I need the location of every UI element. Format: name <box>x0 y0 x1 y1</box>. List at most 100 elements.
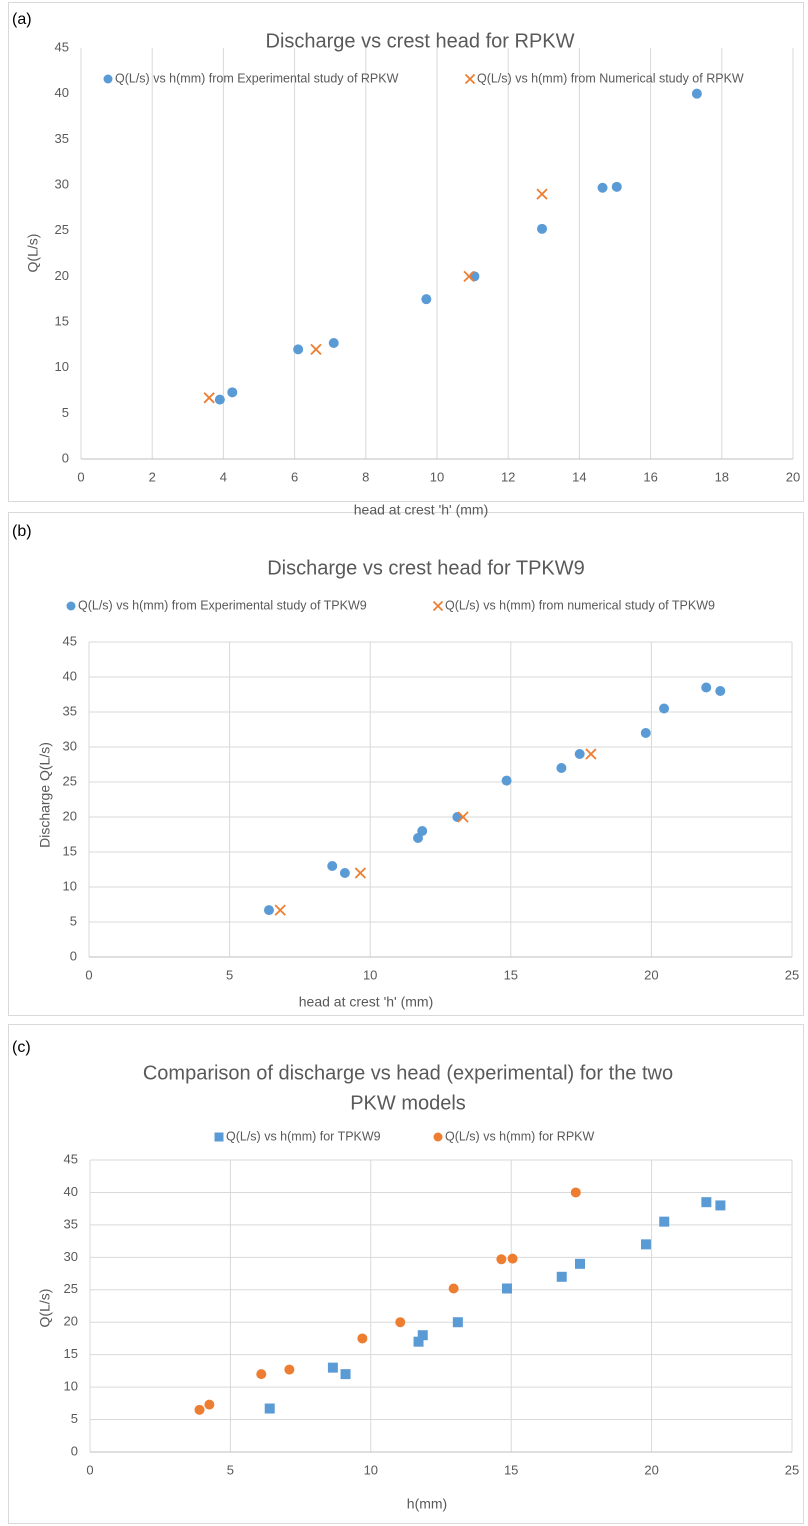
chart3-y-tick-label: 30 <box>64 1249 78 1264</box>
chart2-x-tick-label: 20 <box>644 967 658 982</box>
chart1-series2-point-stroke <box>203 392 215 404</box>
chart3-series2-point <box>570 1187 581 1198</box>
chart3-series1-point <box>452 1317 463 1328</box>
chart3-y-tick-label: 5 <box>71 1411 78 1426</box>
chart1-y-tick-label: 5 <box>62 405 69 420</box>
chart2-series1-point <box>574 749 585 759</box>
chart1-y-tick-label: 10 <box>55 359 69 374</box>
chart3-series1-point <box>327 1362 338 1373</box>
chart2-y-tick-label: 5 <box>70 913 77 928</box>
chart2-legend-marker-2 <box>432 600 444 612</box>
chart1-title: Discharge vs crest head for RPKW <box>266 30 575 52</box>
chart1-legend-marker-2 <box>464 73 476 85</box>
chart2-series2-point-stroke <box>585 748 597 760</box>
chart1-y-tick-label: 20 <box>55 268 69 283</box>
panel-b-frame <box>8 512 804 1016</box>
chart1-legend-marker-2-stroke <box>464 73 476 85</box>
chart1-series1-point <box>611 181 622 192</box>
chart1-y-tick-label: 30 <box>55 176 69 191</box>
chart3-series2-point <box>395 1317 406 1328</box>
chart3-series1-point <box>574 1258 585 1269</box>
chart3-series2-point <box>284 1364 295 1375</box>
chart2-legend-label-1: Q(L/s) vs h(mm) from Experimental study … <box>78 598 367 612</box>
chart3-series1-point <box>340 1369 351 1380</box>
chart3-y-axis-label: Q(L/s) <box>37 1289 53 1328</box>
chart1-panel-label: (a) <box>12 11 32 28</box>
chart1-series1-point <box>537 223 548 234</box>
chart3-series1-point <box>264 1403 275 1414</box>
chart1-series1-point <box>597 182 608 193</box>
chart2-series2-point <box>585 748 597 760</box>
chart2-title: Discharge vs crest head for TPKW9 <box>267 557 585 579</box>
chart3-series1-point <box>659 1216 670 1227</box>
chart1-x-tick-label: 12 <box>501 469 515 484</box>
chart1-x-tick-label: 6 <box>291 469 298 484</box>
chart1-series1-point <box>227 387 238 398</box>
chart1-y-tick-label: 15 <box>55 313 69 328</box>
chart2-y-tick-label: 0 <box>70 948 77 963</box>
chart3-y-tick-label: 20 <box>64 1314 78 1329</box>
chart3-x-tick-label: 5 <box>227 1462 234 1477</box>
chart2-y-tick-label: 10 <box>63 878 77 893</box>
chart3-series2-point <box>256 1369 267 1380</box>
chart3-series1-point <box>556 1271 567 1282</box>
chart1-series1-point <box>214 394 225 405</box>
chart3-x-axis-label: h(mm) <box>407 1496 447 1512</box>
chart1-series2-point-stroke <box>536 188 548 200</box>
chart1-y-axis-label: Q(L/s) <box>25 234 41 273</box>
chart1-x-tick-label: 20 <box>786 469 800 484</box>
panel-a-frame <box>8 2 804 502</box>
chart1-legend-label-2: Q(L/s) vs h(mm) from Numerical study of … <box>477 71 744 85</box>
chart2-series2-point <box>457 811 469 823</box>
chart2-series1-point <box>715 686 726 696</box>
chart3-series2-point <box>204 1399 215 1410</box>
chart2-series2-point-stroke <box>274 904 286 916</box>
chart3-title: Comparison of discharge vs head (experim… <box>143 1062 673 1084</box>
chart2-series1-point <box>556 763 567 773</box>
chart1-x-axis-label: head at crest 'h' (mm) <box>354 502 489 518</box>
chart2-series1-point <box>327 861 338 871</box>
chart2-y-axis-label: Discharge Q(L/s) <box>37 742 53 848</box>
chart3-y-tick-label: 25 <box>64 1281 78 1296</box>
chart3-legend-label-1: Q(L/s) vs h(mm) for TPKW9 <box>226 1129 381 1143</box>
chart2-series1-point <box>701 682 712 693</box>
chart1-series2-point <box>310 343 322 356</box>
chart2-series1-point <box>640 728 651 738</box>
chart2-y-tick-label: 25 <box>63 773 77 788</box>
chart3-y-tick-label: 0 <box>71 1443 78 1458</box>
chart2-series1-point <box>501 775 512 786</box>
panel-c-frame <box>8 1024 804 1524</box>
chart2-x-tick-label: 10 <box>363 967 377 982</box>
chart2-x-tick-label: 25 <box>785 967 799 982</box>
chart2-series2-point-stroke <box>457 811 469 823</box>
chart2-legend-marker-2-stroke <box>432 600 444 612</box>
chart3-series1-point <box>701 1197 712 1208</box>
chart1-y-tick-label: 45 <box>55 39 69 54</box>
chart3-legend-marker-2 <box>433 1132 443 1142</box>
chart1-x-tick-label: 2 <box>149 469 156 484</box>
chart1-x-tick-label: 10 <box>430 469 444 484</box>
chart2-y-tick-label: 15 <box>63 843 77 858</box>
chart2-x-axis-label: head at crest 'h' (mm) <box>299 994 434 1010</box>
chart2-y-tick-label: 30 <box>63 738 77 753</box>
chart3-panel-label: (c) <box>12 1039 31 1056</box>
chart3-x-tick-label: 15 <box>504 1462 518 1477</box>
chart1-y-tick-label: 0 <box>62 450 69 465</box>
chart3-x-tick-label: 0 <box>86 1462 93 1477</box>
chart1-legend-marker-1 <box>103 74 113 84</box>
chart3-series2-point <box>496 1254 507 1265</box>
chart1-series1-point <box>328 338 339 349</box>
chart3-series2-point <box>194 1404 205 1415</box>
chart3-series1-point <box>501 1283 512 1294</box>
chart1-series2-point <box>463 270 475 282</box>
chart3-series2-point <box>448 1283 459 1294</box>
chart2-legend-marker-1 <box>66 601 76 611</box>
chart2-series2-point <box>274 904 286 916</box>
chart3-series1-point <box>413 1336 424 1347</box>
chart3-y-tick-label: 15 <box>64 1346 78 1361</box>
chart3-series1-point <box>640 1239 651 1250</box>
chart1-series1-point <box>691 88 702 99</box>
chart2-y-tick-label: 20 <box>63 808 77 823</box>
chart1-y-tick-label: 40 <box>55 85 69 100</box>
chart2-x-tick-label: 0 <box>85 967 92 982</box>
